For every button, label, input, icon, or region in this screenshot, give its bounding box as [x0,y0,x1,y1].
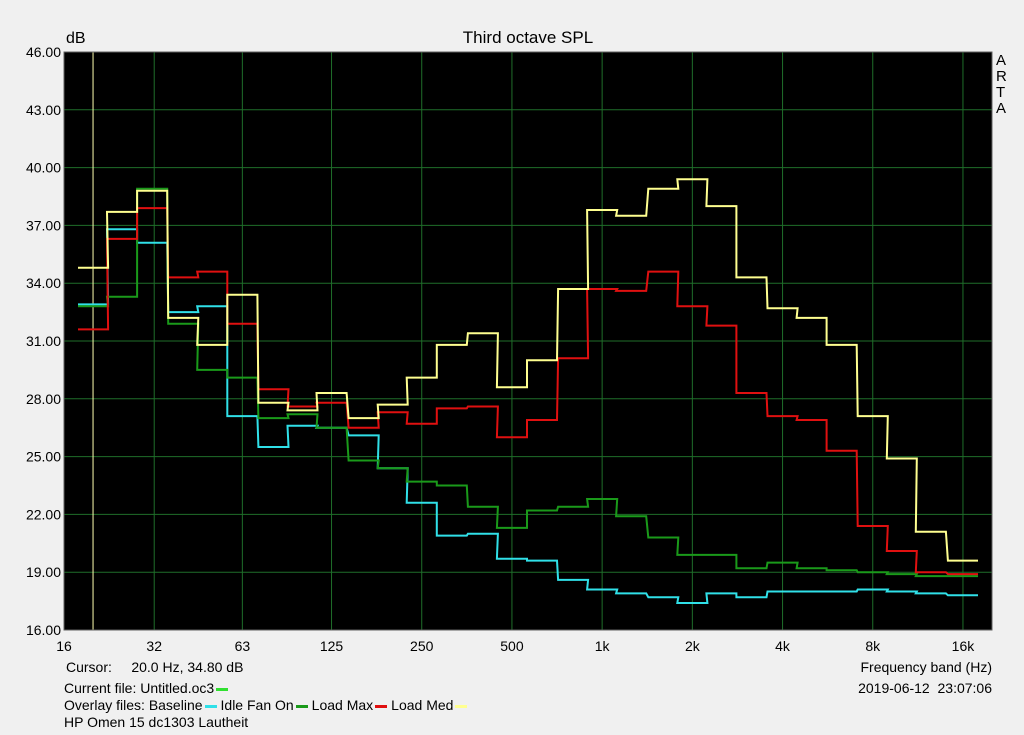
overlay-item-load-max: Load Max [311,697,374,713]
series-idle-fan-on [78,187,978,578]
side-label-r: R [996,68,1007,85]
y-tick-label: 19.00 [26,564,61,580]
chart-svg: 16.00 19.00 22.00 25.00 28.00 31.00 34.00 37.00… [26,28,993,654]
overlay-prefix: Overlay files: [64,697,149,713]
y-tick-label: 16.00 [26,622,61,638]
caption: HP Omen 15 dc1303 Lautheit [64,714,249,730]
y-axis-label: dB [66,30,86,47]
x-tick-label: 250 [410,638,434,654]
side-label-a2: A [996,100,1007,117]
x-tick-label: 16 [56,638,72,654]
overlay-item-baseline: Baseline [148,697,203,713]
y-tick-label: 28.00 [26,391,61,407]
y-tick-label: 43.00 [26,102,61,118]
overlay-item-load-med: Load Med [391,697,454,713]
x-tick-label: 2k [685,638,701,654]
current-file-text: Current file: Untitled.oc3 [64,680,215,696]
x-tick-label: 125 [320,638,344,654]
swatch-load-max [375,704,388,708]
x-tick-label: 4k [775,638,791,654]
y-tick-label: 31.00 [26,333,61,349]
x-tick-label: 32 [146,638,162,654]
swatch-baseline [204,704,217,708]
overlay-item-idle-fan-on: Idle Fan On [220,697,294,713]
overlay-files: Overlay files: Baseline Idle Fan On Load M… [64,697,471,713]
y-tick-label: 46.00 [26,44,61,60]
series-baseline [78,228,978,604]
y-tick-label: 25.00 [26,449,61,465]
x-tick-label: 1k [595,638,611,654]
side-label-a1: A [996,52,1007,69]
x-tick-label: 63 [235,638,251,654]
series-load-med [78,178,978,562]
current-file-swatch [216,687,229,691]
x-tick-label: 500 [500,638,524,654]
y-tick-label: 40.00 [26,160,61,176]
plot-frame [63,51,993,631]
x-tick-label: 8k [865,638,881,654]
x-tick-label: 16k [952,638,976,654]
swatch-load-med [455,704,468,708]
datetime: 2019-06-12 23:07:06 [858,680,992,696]
y-tick-label: 37.00 [26,217,61,233]
y-tick-label: 34.00 [26,275,61,291]
side-label-t: T [996,84,1006,101]
cursor-readout: Cursor: 20.0 Hz, 34.80 dB [66,659,244,675]
chart-title: Third octave SPL [463,28,593,47]
y-tick-label: 22.00 [26,506,61,522]
current-file: Current file: Untitled.oc3 [64,680,232,696]
frequency-band-label: Frequency band (Hz) [860,659,992,675]
swatch-idle-fan-on [295,704,308,708]
